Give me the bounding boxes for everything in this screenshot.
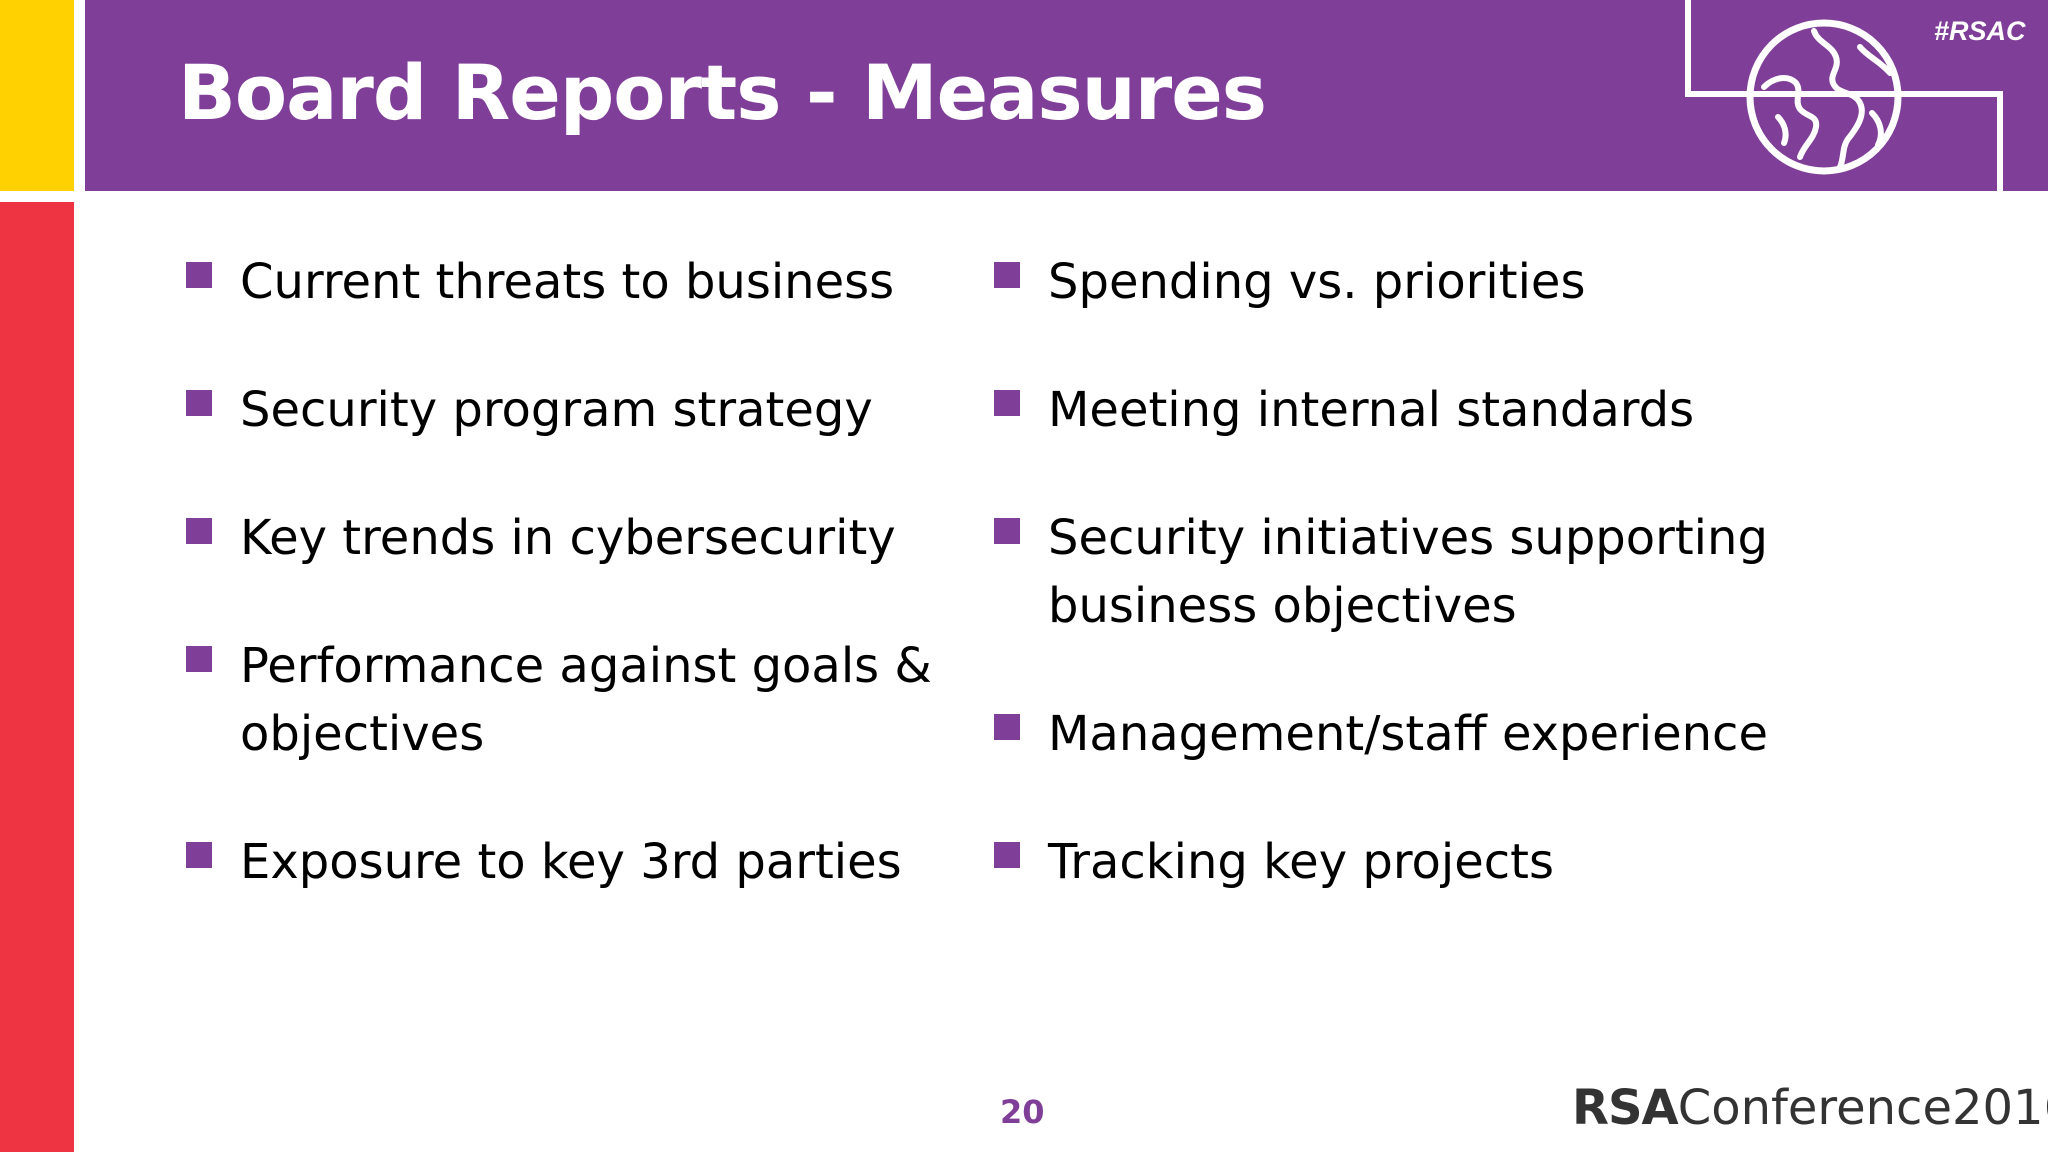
square-bullet-icon (994, 518, 1020, 544)
hashtag-label: #RSAC (1934, 16, 2026, 46)
list-item: Tracking key projects (994, 828, 1808, 896)
red-accent-bar (0, 202, 74, 1152)
list-item-text: Current threats to business (240, 254, 895, 310)
list-item-text: Tracking key projects (1048, 834, 1554, 890)
list-item: Current threats to business (186, 248, 1006, 316)
list-item: Key trends in cybersecurity (186, 504, 1006, 572)
list-item-text: Security initiatives supporting business… (1048, 510, 1768, 634)
square-bullet-icon (994, 262, 1020, 288)
list-item-text: Management/staff experience (1048, 706, 1768, 762)
slide-title: Board Reports - Measures (178, 48, 1267, 137)
list-item: Exposure to key 3rd parties (186, 828, 1006, 896)
list-item-text: Performance against goals & objectives (240, 638, 932, 762)
square-bullet-icon (994, 842, 1020, 868)
list-item: Management/staff experience (994, 700, 1808, 768)
square-bullet-icon (186, 390, 212, 416)
list-item: Spending vs. priorities (994, 248, 1808, 316)
list-item: Security program strategy (186, 376, 1006, 444)
square-bullet-icon (186, 646, 212, 672)
list-item: Performance against goals & objectives (186, 632, 960, 768)
list-item: Meeting internal standards (994, 376, 1808, 444)
logo-brand: RSA (1572, 1080, 1679, 1136)
bullet-list-left: Current threats to business Security pro… (186, 248, 1006, 956)
list-item-text: Spending vs. priorities (1048, 254, 1586, 310)
list-item-text: Key trends in cybersecurity (240, 510, 896, 566)
logo-event: Conference2016 (1677, 1080, 2048, 1136)
square-bullet-icon (186, 842, 212, 868)
list-item: Security initiatives supporting business… (994, 504, 1768, 640)
globe-icon (1746, 19, 1902, 175)
square-bullet-icon (994, 390, 1020, 416)
list-item-text: Exposure to key 3rd parties (240, 834, 902, 890)
square-bullet-icon (186, 262, 212, 288)
page-number: 20 (1000, 1093, 1045, 1131)
yellow-accent-bar (0, 0, 74, 191)
square-bullet-icon (994, 714, 1020, 740)
list-item-text: Meeting internal standards (1048, 382, 1695, 438)
list-item-text: Security program strategy (240, 382, 873, 438)
bullet-list-right: Spending vs. priorities Meeting internal… (994, 248, 1814, 956)
square-bullet-icon (186, 518, 212, 544)
rsa-conference-logo: RSAConference2016 (1572, 1080, 2048, 1136)
